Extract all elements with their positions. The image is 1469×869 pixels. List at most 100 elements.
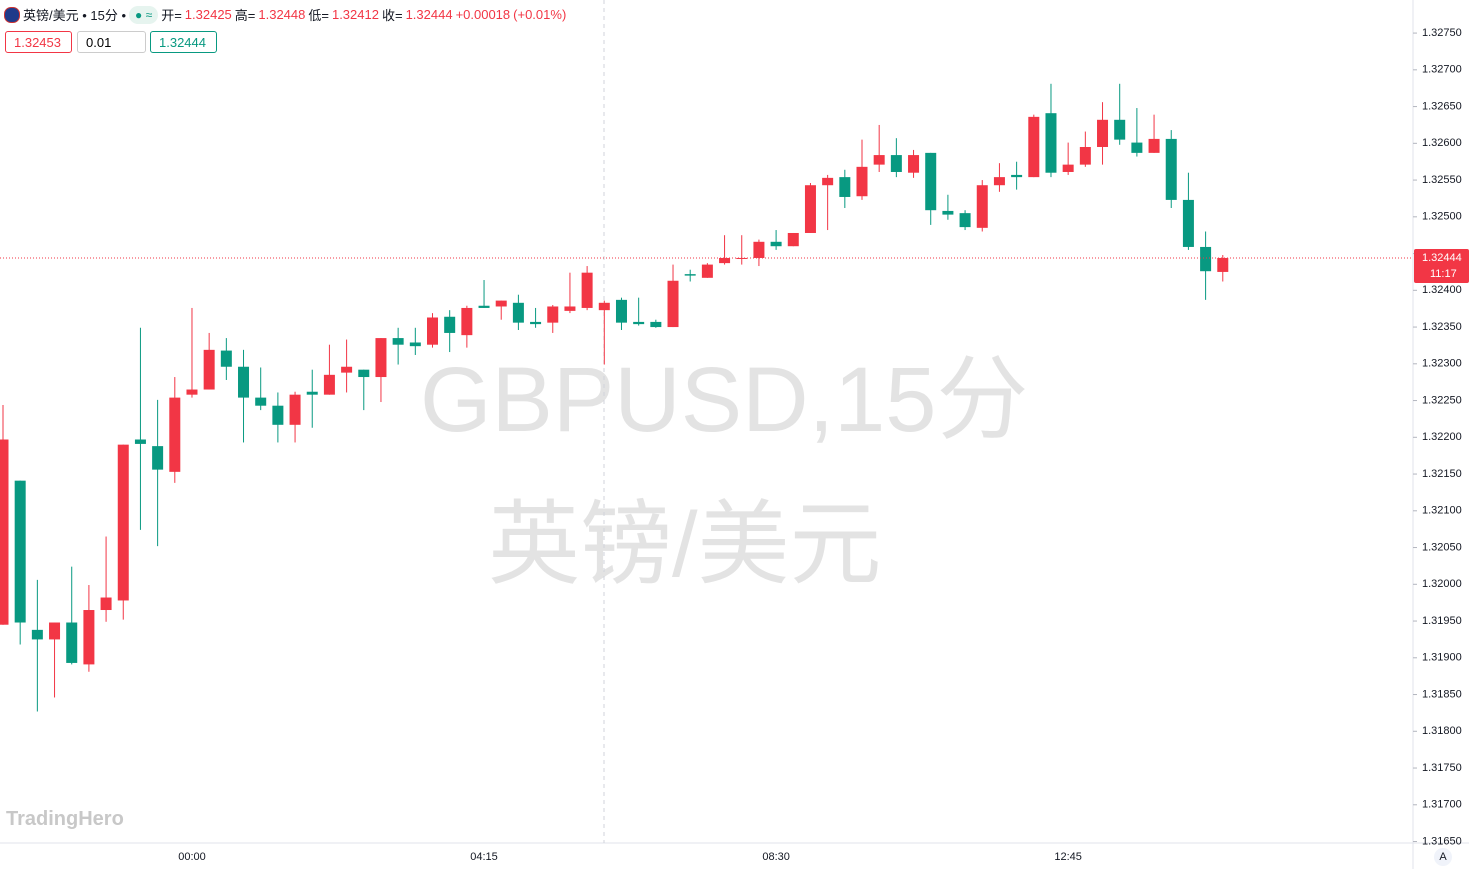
candle-body bbox=[1011, 174, 1023, 178]
y-tick-label: 1.31950 bbox=[1422, 615, 1462, 627]
candle-body bbox=[323, 374, 335, 395]
candle-body bbox=[444, 316, 456, 333]
candle-body bbox=[684, 274, 696, 276]
candle-body bbox=[650, 321, 662, 328]
status-pill[interactable]: ● ≈ bbox=[129, 5, 159, 24]
candle-body bbox=[701, 264, 713, 278]
candle-body bbox=[615, 299, 627, 323]
close-value: 1.32444 bbox=[405, 7, 453, 22]
candle-body bbox=[427, 317, 438, 345]
x-tick-label: 08:30 bbox=[762, 851, 790, 863]
candle-body bbox=[1148, 138, 1160, 153]
candle-body bbox=[1131, 142, 1143, 153]
y-tick-label: 1.32050 bbox=[1422, 541, 1462, 553]
y-tick-label: 1.31850 bbox=[1422, 688, 1462, 700]
candle-body bbox=[1165, 138, 1177, 200]
candle-body bbox=[890, 155, 902, 172]
header: 英镑/美元 • 15分 • ● ≈ 开= 1.32425 高= 1.32448 低=… bbox=[4, 5, 566, 24]
quantity-input[interactable]: 0.01 bbox=[77, 31, 146, 53]
candle-body bbox=[14, 480, 26, 623]
y-tick-label: 1.32750 bbox=[1422, 27, 1462, 39]
x-tick-label: 12:45 bbox=[1054, 851, 1082, 863]
high-label: 高= bbox=[234, 8, 256, 23]
candle-body bbox=[633, 321, 645, 325]
candle-body bbox=[908, 155, 920, 173]
buy-button[interactable]: 1.32444 bbox=[150, 31, 217, 53]
candle-body bbox=[993, 177, 1005, 186]
candle-body bbox=[83, 610, 95, 665]
candle-body bbox=[66, 622, 78, 663]
candle-body bbox=[152, 446, 164, 470]
y-tick-label: 1.32600 bbox=[1422, 137, 1462, 149]
candle-body bbox=[1217, 257, 1229, 272]
axis-mode-button[interactable] bbox=[1434, 848, 1452, 866]
y-tick-label: 1.32500 bbox=[1422, 211, 1462, 223]
high-value: 1.32448 bbox=[258, 7, 306, 22]
open-label: 开= bbox=[161, 8, 182, 23]
candle-body bbox=[959, 213, 971, 228]
y-tick-label: 1.31900 bbox=[1422, 652, 1462, 664]
candle-body bbox=[770, 241, 782, 247]
y-tick-label: 1.31700 bbox=[1422, 799, 1462, 811]
candle-body bbox=[753, 241, 765, 258]
price-tag-label: 1.32444 bbox=[1422, 252, 1462, 264]
flag-icon bbox=[4, 6, 20, 23]
y-tick-label: 1.32250 bbox=[1422, 394, 1462, 406]
candle-body bbox=[512, 302, 524, 323]
x-tick-label: 04:15 bbox=[470, 851, 498, 863]
candle-body bbox=[667, 280, 679, 328]
y-tick-label: 1.32200 bbox=[1422, 431, 1462, 443]
logo: TradingHero bbox=[6, 808, 124, 830]
y-tick-label: 1.32300 bbox=[1422, 358, 1462, 370]
candle-body bbox=[530, 321, 542, 325]
symbol: 英镑/美元 • 15分 • bbox=[23, 8, 127, 23]
candle-body bbox=[1062, 164, 1074, 172]
close-label: 收= bbox=[381, 8, 403, 23]
candle-body bbox=[117, 444, 129, 601]
candle-body bbox=[272, 405, 284, 425]
open-value: 1.32425 bbox=[184, 7, 232, 22]
sell-button[interactable]: 1.32453 bbox=[5, 31, 72, 53]
y-tick-label: 1.31800 bbox=[1422, 725, 1462, 737]
candle-body bbox=[461, 307, 473, 336]
candle-body bbox=[581, 272, 593, 308]
y-tick-label: 1.32400 bbox=[1422, 284, 1462, 296]
candle-body bbox=[203, 349, 215, 390]
y-tick-label: 1.32550 bbox=[1422, 174, 1462, 186]
candle-body bbox=[547, 306, 559, 323]
candle-body bbox=[255, 397, 267, 406]
candle-body bbox=[564, 306, 576, 311]
watermark: GBPUSD,15分 bbox=[420, 349, 1029, 451]
candle-body bbox=[942, 210, 954, 215]
candle-body bbox=[1182, 199, 1194, 247]
candle-body bbox=[598, 302, 610, 311]
y-tick-label: 1.32000 bbox=[1422, 578, 1462, 590]
change: +0.00018 bbox=[455, 7, 511, 22]
candle-body bbox=[478, 305, 490, 308]
candle-body bbox=[976, 185, 988, 228]
candle-body bbox=[392, 338, 404, 345]
candle-body bbox=[49, 622, 61, 640]
candle-body bbox=[804, 185, 816, 233]
candle-body bbox=[495, 300, 507, 307]
candle-body bbox=[186, 389, 198, 395]
x-tick-label: 00:00 bbox=[178, 851, 206, 863]
countdown: 11:17 bbox=[1430, 268, 1457, 280]
candle-body bbox=[134, 439, 146, 444]
candle-body bbox=[358, 369, 370, 378]
y-tick-label: 1.32700 bbox=[1422, 64, 1462, 76]
candle-body bbox=[719, 257, 731, 264]
candle-body bbox=[238, 366, 250, 398]
candle-body bbox=[0, 439, 9, 625]
candle-body bbox=[169, 397, 181, 472]
axis-mode-label: A bbox=[1439, 851, 1447, 863]
candle-body bbox=[822, 177, 834, 186]
candle-body bbox=[31, 629, 43, 640]
candle-body bbox=[839, 177, 851, 197]
candle-body bbox=[925, 152, 937, 211]
candle-body bbox=[100, 597, 112, 611]
candle-body bbox=[1028, 116, 1040, 178]
candle-body bbox=[341, 366, 353, 373]
